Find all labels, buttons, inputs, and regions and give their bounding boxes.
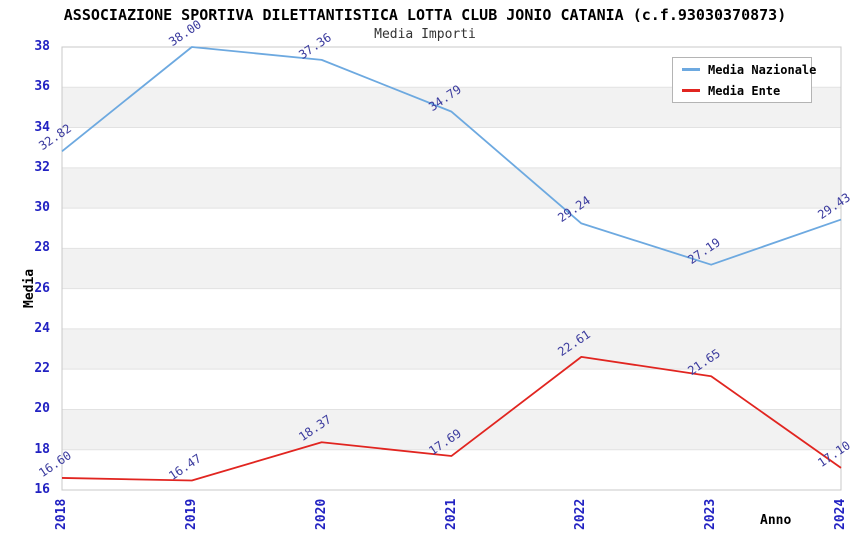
plot-band [62, 328, 841, 370]
y-tick-label: 22 [34, 361, 50, 377]
y-tick-label: 30 [34, 200, 50, 216]
plot-band [62, 288, 841, 329]
plot-band [62, 208, 841, 249]
plot-band [62, 409, 841, 450]
x-tick-label: 2023 [703, 499, 719, 531]
x-tick-label: 2024 [833, 499, 848, 531]
y-tick-label: 20 [34, 401, 50, 417]
x-tick-label: 2020 [313, 499, 329, 531]
y-tick-label: 16 [34, 482, 50, 497]
x-tick-label: 2018 [54, 499, 69, 531]
y-tick-label: 28 [34, 240, 50, 256]
legend-label: Media Nazionale [708, 62, 817, 77]
media-nazionale-line-swatch [682, 68, 700, 71]
x-tick-label: 2021 [443, 499, 459, 531]
y-tick-label: 36 [34, 79, 50, 95]
legend-item-media-ente: Media Ente [682, 84, 811, 98]
media-ente-line-swatch [682, 89, 700, 92]
y-tick-label: 38 [34, 39, 50, 54]
y-tick-label: 18 [34, 441, 50, 457]
y-tick-label: 32 [34, 159, 50, 175]
legend-label: Media Ente [708, 83, 781, 98]
chart-title: ASSOCIAZIONE SPORTIVA DILETTANTISTICA LO… [63, 6, 787, 24]
x-tick-label: 2019 [183, 499, 199, 531]
x-tick-label: 2022 [573, 499, 589, 531]
x-axis-title: Anno [760, 513, 792, 528]
plot-band [62, 369, 841, 410]
series-line-1 [61, 355, 842, 482]
y-axis-title: Media [22, 268, 37, 308]
plot-band [62, 127, 841, 168]
y-tick-label: 24 [34, 320, 50, 336]
plot-border [61, 46, 842, 491]
plot-band [62, 248, 841, 289]
series-line-0 [61, 46, 842, 266]
y-tick-label: 26 [34, 280, 50, 296]
legend-item-media-nazionale: Media Nazionale [682, 63, 816, 77]
plot-band [62, 167, 841, 209]
y-tick-label: 34 [34, 119, 50, 135]
chart-subtitle: Media Importi [374, 27, 476, 42]
legend-box: Media Nazionale Media Ente [672, 57, 816, 103]
